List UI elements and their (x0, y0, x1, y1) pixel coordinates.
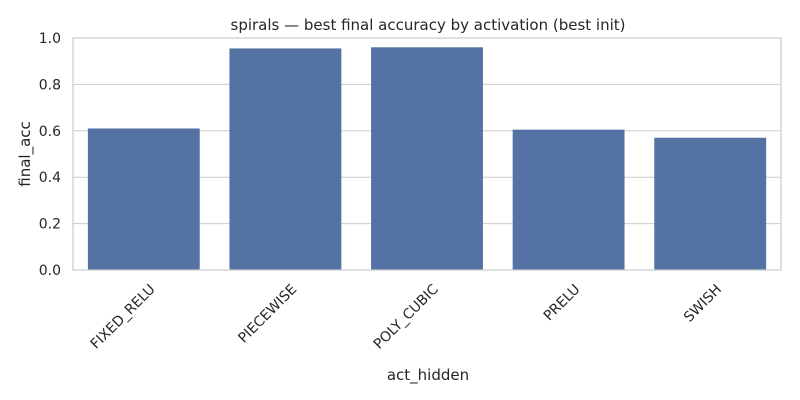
bar-piecewise (229, 48, 342, 270)
y-axis-label: final_acc (16, 121, 35, 187)
x-tick-label: FIXED_RELU (88, 282, 159, 353)
y-tick-label: 1.0 (39, 31, 61, 47)
chart-title: spirals — best final accuracy by activat… (231, 16, 626, 34)
x-tick-label: PRELU (541, 282, 584, 325)
y-tick-label: 0.6 (39, 124, 61, 140)
bar-swish (654, 137, 767, 270)
y-tick-labels: 0.0 0.2 0.4 0.6 0.8 1.0 (39, 31, 61, 279)
y-tick-label: 0.8 (39, 77, 61, 93)
x-tick-label: SWISH (681, 282, 725, 326)
x-axis-label: act_hidden (387, 366, 469, 385)
y-tick-label: 0.0 (39, 263, 61, 279)
x-tick-label: PIECEWISE (235, 282, 300, 347)
plot-frame (72, 37, 782, 271)
bar-layer (87, 47, 767, 270)
x-tick-label: POLY_CUBIC (371, 281, 442, 352)
y-tick-label: 0.2 (39, 217, 61, 233)
bar-poly-cubic (371, 47, 483, 270)
bar-fixed-relu (87, 128, 200, 270)
x-tick-labels: FIXED_RELU PIECEWISE POLY_CUBIC PRELU SWISH (88, 281, 725, 352)
bar-prelu (512, 129, 625, 270)
y-tick-label: 0.4 (39, 170, 61, 186)
